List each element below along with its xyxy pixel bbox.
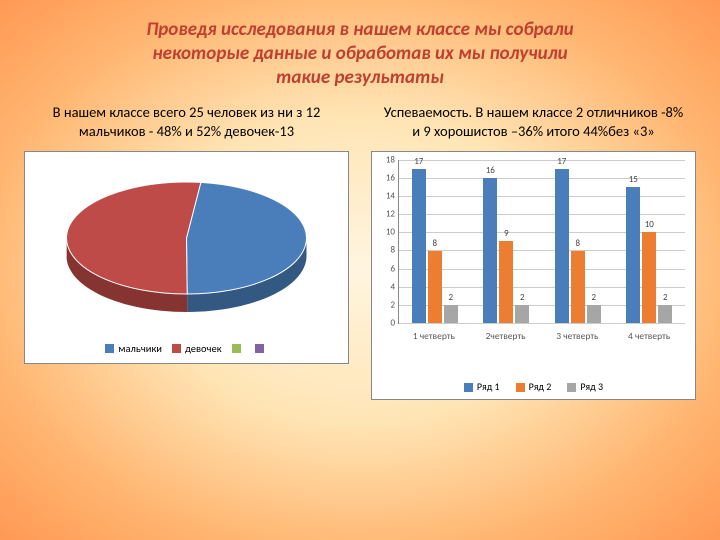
bar: 2 [515,305,529,323]
bar: 15 [626,187,640,323]
title-line-2: некоторые данные и обработав их мы получ… [152,42,567,65]
left-column: В нашем классе всего 25 человек из ни з … [18,97,355,400]
legend-item: Ряд 1 [464,380,500,393]
right-subtitle: Успеваемость. В нашем классе 2 отличнико… [365,97,702,151]
bar-group: 1782 [542,160,614,323]
bar-group: 1692 [471,160,543,323]
bar: 8 [428,251,442,323]
x-axis-label: 3 четверть [542,330,614,342]
legend-item: Ряд 3 [567,380,603,393]
bar: 16 [483,178,497,323]
pie-legend: мальчики девочек [25,332,348,363]
title-line-3: такие результаты [276,66,444,89]
x-axis-label: 2четверть [470,330,542,342]
bar: 9 [499,241,513,323]
left-subtitle: В нашем классе всего 25 человек из ни з … [18,97,355,151]
legend-item: Ряд 2 [516,380,552,393]
right-column: Успеваемость. В нашем классе 2 отличнико… [365,97,702,400]
bar-chart-box: 02468101214161817821692178215102 1 четве… [371,151,696,400]
pie-chart [25,152,348,332]
bar: 2 [658,305,672,323]
legend-item: мальчики [105,342,162,355]
bar-chart: 02468101214161817821692178215102 1 четве… [372,152,695,372]
bar: 8 [571,251,585,323]
pie-chart-box: мальчики девочек [24,151,349,364]
x-axis-label: 1 четверть [398,330,470,342]
legend-item [232,342,245,355]
bar-group: 1782 [399,160,471,323]
title-line-1: Проведя исследования в нашем классе мы с… [146,18,573,41]
bar: 17 [412,169,426,323]
bar: 17 [555,169,569,323]
columns: В нашем классе всего 25 человек из ни з … [0,97,720,400]
bar-group: 15102 [614,160,686,323]
bar: 2 [444,305,458,323]
bar: 2 [587,305,601,323]
legend-item [255,342,268,355]
bar: 10 [642,232,656,323]
bar-legend: Ряд 1 Ряд 2 Ряд 3 [372,372,695,399]
page-title: Проведя исследования в нашем классе мы с… [0,0,720,97]
x-axis-label: 4 четверть [613,330,685,342]
legend-item: девочек [172,342,222,355]
